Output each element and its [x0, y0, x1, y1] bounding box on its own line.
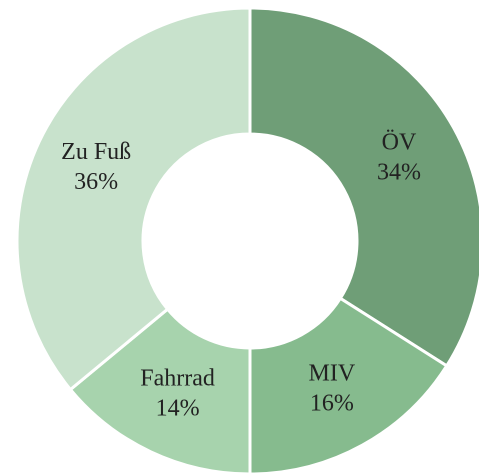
value-label: 16%	[310, 390, 354, 416]
slice-label: ÖV	[382, 130, 417, 156]
slice-label: Fahrrad	[140, 365, 215, 391]
value-label: 34%	[377, 160, 421, 186]
donut-slice	[248, 6, 479, 368]
slice-label: Zu Fuß	[61, 139, 131, 165]
value-label: 36%	[74, 169, 118, 195]
donut-slice	[15, 6, 252, 392]
slice-label: MIV	[309, 360, 356, 386]
value-label: 14%	[156, 395, 200, 421]
donut-slice	[68, 307, 252, 474]
